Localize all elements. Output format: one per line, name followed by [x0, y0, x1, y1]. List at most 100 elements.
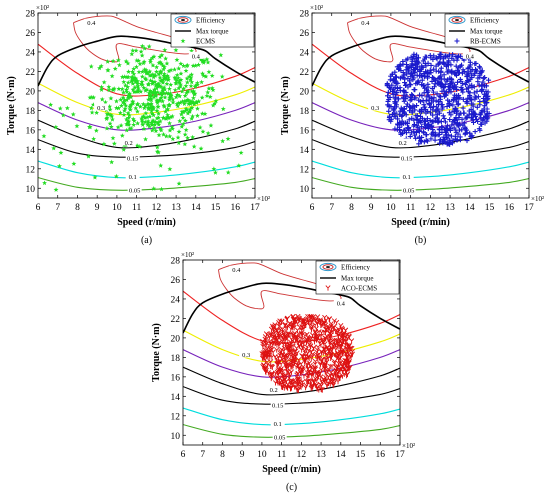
data-point — [175, 134, 181, 140]
data-point — [325, 366, 331, 372]
data-point — [485, 89, 491, 95]
data-point — [401, 88, 407, 94]
data-point — [283, 362, 289, 369]
data-point — [472, 61, 478, 67]
data-point — [170, 96, 176, 102]
data-point — [225, 169, 231, 175]
x-multiplier: ×10² — [531, 195, 544, 203]
data-point — [143, 67, 149, 73]
data-point — [184, 79, 190, 85]
data-point — [321, 329, 327, 335]
data-point — [190, 63, 196, 68]
data-point — [404, 62, 410, 68]
data-point — [406, 108, 412, 114]
data-point — [164, 107, 170, 112]
data-point — [160, 77, 166, 83]
data-point — [107, 104, 113, 109]
data-point — [151, 112, 156, 118]
data-point — [282, 353, 288, 360]
data-point — [145, 120, 151, 126]
data-point — [109, 159, 115, 165]
data-point — [154, 69, 159, 74]
data-point — [463, 82, 469, 88]
data-point — [176, 181, 182, 186]
data-point — [449, 122, 455, 128]
data-point — [142, 75, 148, 81]
data-point — [125, 119, 131, 125]
data-point — [312, 361, 318, 367]
data-point — [311, 339, 318, 345]
data-point — [431, 66, 437, 72]
data-point — [424, 69, 430, 75]
data-point — [127, 107, 133, 112]
data-point — [161, 66, 167, 72]
data-point — [464, 74, 470, 80]
data-point — [189, 116, 195, 121]
x-tick-label: 13 — [171, 203, 181, 213]
y-tick-label: 28 — [26, 10, 36, 20]
data-point — [211, 166, 217, 171]
contour-label-bg — [94, 103, 109, 111]
x-tick-label: 16 — [376, 450, 386, 460]
data-point — [130, 101, 136, 106]
data-point — [441, 85, 447, 91]
legend: Efficiency Max torque ECMS — [170, 13, 255, 48]
contour-label: 0.4 — [87, 20, 96, 27]
data-point — [411, 87, 417, 93]
data-point — [436, 131, 442, 137]
data-point — [149, 127, 155, 133]
data-point — [134, 101, 140, 107]
data-point — [87, 124, 92, 129]
data-point — [454, 137, 460, 143]
data-point — [481, 91, 487, 97]
x-tick-label: 12 — [297, 450, 307, 460]
data-point — [329, 341, 335, 348]
data-point — [163, 74, 169, 80]
data-point — [238, 150, 244, 155]
data-point — [169, 113, 175, 119]
legend-marker-aco-ecms — [325, 285, 331, 291]
data-point — [281, 345, 287, 351]
data-point — [302, 332, 308, 339]
data-point — [330, 382, 336, 389]
plot-frame-a — [37, 12, 256, 199]
data-point — [124, 87, 129, 92]
x-tick-label: 6 — [310, 203, 315, 213]
data-point — [176, 65, 182, 71]
data-point — [143, 136, 148, 142]
data-point — [131, 66, 137, 71]
data-point — [153, 128, 159, 134]
data-point — [281, 382, 287, 389]
x-tick-label: 9 — [240, 450, 245, 460]
data-point — [130, 77, 136, 83]
data-point — [126, 115, 132, 120]
data-point — [99, 96, 105, 102]
y-tick-label: 26 — [171, 276, 181, 286]
contour-label-bg — [84, 18, 99, 26]
efficiency-icon — [448, 15, 466, 25]
data-point — [411, 117, 417, 123]
data-point — [188, 77, 193, 82]
data-point — [109, 73, 115, 79]
efficiency-contour-0_3 — [183, 329, 400, 363]
data-point — [115, 57, 121, 63]
data-point — [163, 116, 169, 121]
efficiency-contour-0_1 — [38, 160, 255, 179]
data-point — [430, 56, 436, 62]
data-point — [390, 78, 396, 84]
data-point — [105, 59, 111, 64]
data-point — [114, 105, 119, 111]
data-point — [443, 63, 449, 69]
data-point — [130, 81, 136, 86]
data-point — [200, 71, 205, 76]
data-point — [332, 358, 338, 365]
contour-label: 0.4 — [466, 53, 475, 60]
data-point — [139, 74, 145, 79]
y-tick-label: 20 — [300, 87, 310, 97]
data-point — [447, 103, 453, 109]
data-point — [280, 378, 286, 384]
data-point — [325, 355, 331, 361]
data-point — [444, 123, 450, 129]
data-point — [390, 107, 396, 113]
data-point — [272, 336, 278, 342]
